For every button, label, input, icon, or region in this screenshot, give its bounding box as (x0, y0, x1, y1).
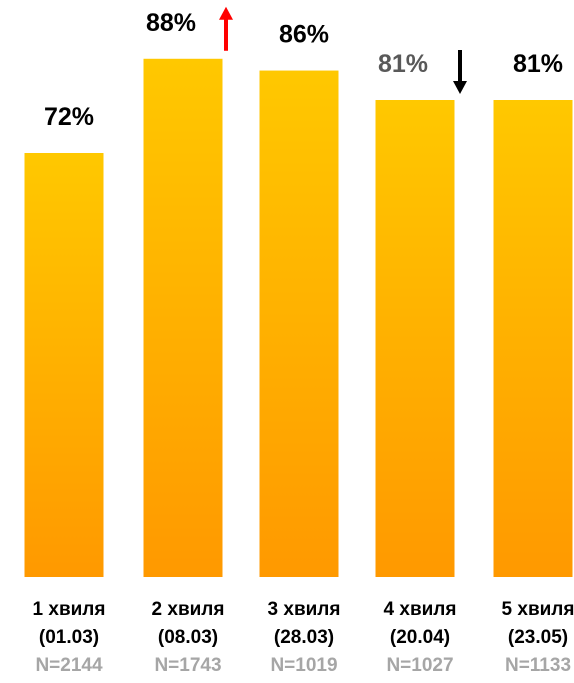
sample-size-1: N=2144 (35, 655, 103, 676)
value-label-3: 86% (279, 21, 329, 49)
category-label-5: 5 хвиля (502, 599, 574, 620)
category-date-3: (28.03) (274, 627, 334, 648)
sample-size-2: N=1743 (154, 655, 221, 676)
value-label-4: 81% (378, 50, 428, 78)
sample-size-5: N=1133 (505, 655, 571, 676)
trend-down-arrow-icon (453, 50, 467, 94)
bar-5 (493, 100, 573, 577)
category-label-1: 1 хвиля (33, 599, 106, 620)
category-date-2: (08.03) (158, 627, 218, 648)
category-label-4: 4 хвиля (384, 599, 457, 620)
sample-size-3: N=1019 (270, 655, 337, 676)
category-label-2: 2 хвиля (152, 599, 225, 620)
category-date-5: (23.05) (508, 627, 568, 648)
bar-2 (143, 58, 223, 578)
bar-1 (24, 153, 104, 577)
value-label-5: 81% (513, 50, 563, 78)
category-date-1: (01.03) (39, 627, 99, 648)
category-date-4: (20.04) (390, 627, 450, 648)
sample-size-4: N=1027 (386, 655, 453, 676)
value-label-1: 72% (44, 103, 94, 131)
bar-3 (259, 70, 339, 578)
value-label-2: 88% (146, 9, 196, 37)
trend-up-arrow-icon (219, 6, 233, 51)
bar-4 (375, 100, 455, 577)
category-label-3: 3 хвиля (268, 599, 341, 620)
